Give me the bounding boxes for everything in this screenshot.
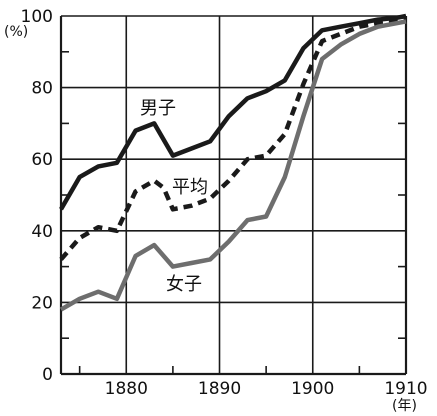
y-tick-label: 20 <box>31 293 53 313</box>
series-line-male <box>59 13 407 211</box>
series-label-average: 平均 <box>172 177 208 198</box>
grid <box>61 15 407 375</box>
series-label-female: 女子 <box>166 274 202 295</box>
y-tick-label: 0 <box>42 365 53 385</box>
x-tick-label: 1900 <box>291 379 334 399</box>
y-tick-label: 40 <box>31 222 53 242</box>
x-tick-labels: 1880 1890 1900 1910 <box>105 379 428 399</box>
y-tick-label: 60 <box>31 150 53 170</box>
series-label-male: 男子 <box>140 98 176 119</box>
x-tick-label: 1880 <box>105 379 148 399</box>
y-unit-label: (%) <box>4 24 28 40</box>
series-line-female <box>59 19 407 312</box>
x-tick-label: 1910 <box>384 379 427 399</box>
series-lines <box>59 13 407 312</box>
y-tick-label: 100 <box>21 7 53 27</box>
y-tick-labels: 0 20 40 60 80 100 <box>21 7 53 385</box>
axes <box>59 16 408 376</box>
x-unit-label: (年) <box>392 398 417 414</box>
series-line-average <box>59 17 407 261</box>
x-tick-label: 1890 <box>198 379 241 399</box>
y-tick-label: 80 <box>31 79 53 99</box>
